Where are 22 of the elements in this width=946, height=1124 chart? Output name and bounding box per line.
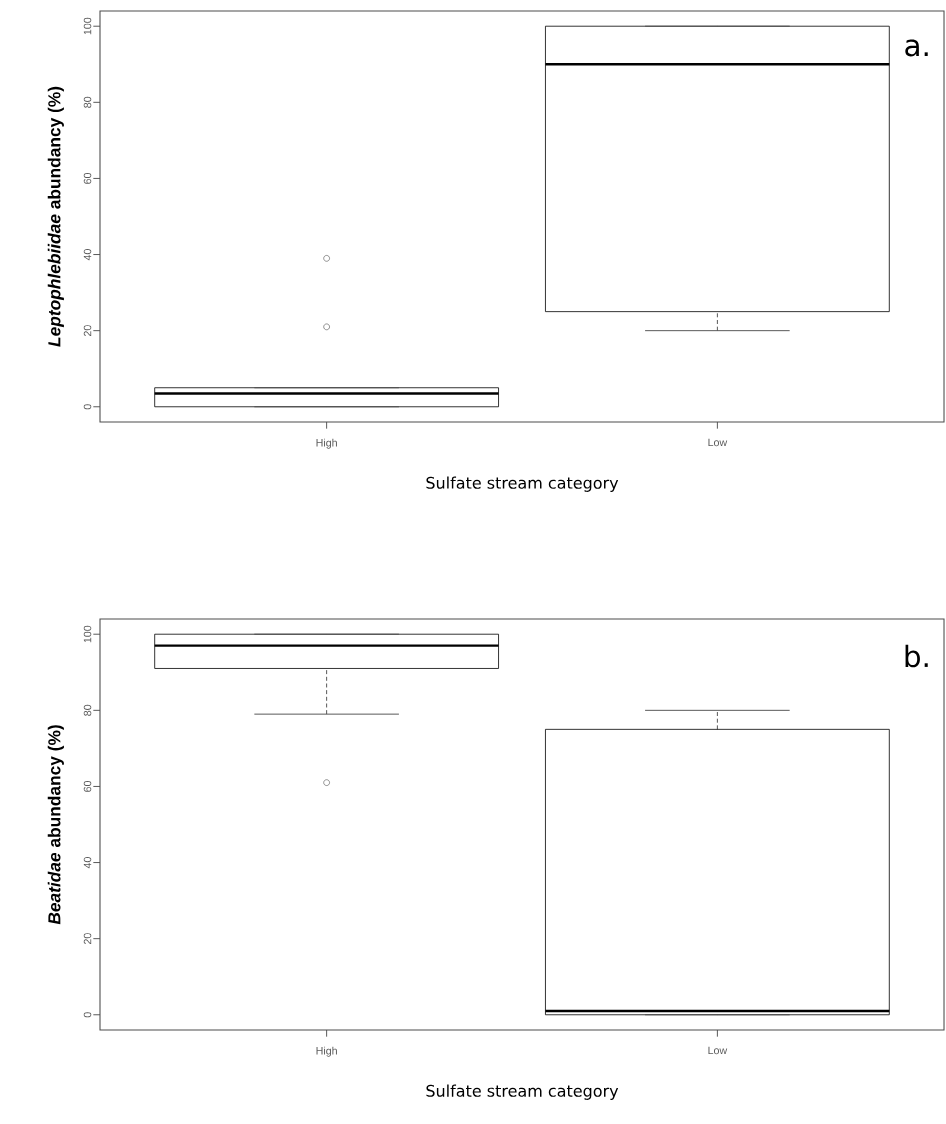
y-tick-label: 60 — [83, 172, 92, 184]
x-axis-title: Sulfate stream category — [426, 1084, 619, 1100]
y-tick-label: 60 — [83, 780, 92, 792]
x-tick-label: High — [316, 438, 337, 449]
y-tick-label: 20 — [83, 933, 92, 945]
y-tick-label: 20 — [83, 325, 92, 337]
y-tick-label: 100 — [83, 17, 92, 35]
y-axis-title: Leptophlebiidae abundancy (%) — [47, 86, 64, 347]
y-tick-label: 0 — [83, 404, 92, 410]
y-axis-title: Beatidae abundancy (%) — [47, 725, 64, 925]
x-tick-label: High — [316, 1046, 337, 1057]
y-tick-label: 40 — [83, 857, 92, 869]
y-tick-label: 80 — [83, 96, 92, 108]
y-tick-label: 40 — [83, 249, 92, 261]
x-tick-label: Low — [708, 438, 728, 447]
annotation: a. — [905, 39, 928, 57]
x-tick-label: Low — [708, 1046, 728, 1055]
x-axis-title: Sulfate stream category — [426, 476, 619, 492]
y-tick-label: 80 — [83, 704, 92, 716]
y-tick-label: 0 — [83, 1012, 92, 1018]
y-tick-label: 100 — [83, 625, 92, 643]
annotation: b. — [905, 644, 928, 668]
